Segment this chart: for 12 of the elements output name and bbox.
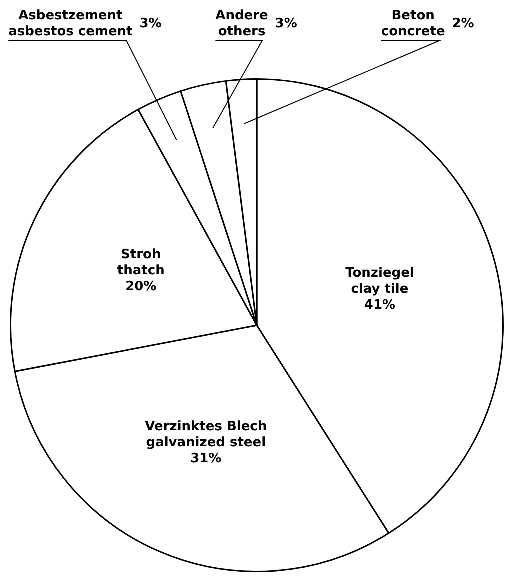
slice-label: Stroh thatch: [117, 247, 165, 278]
slice-label: Andere others: [216, 8, 269, 40]
data-label: 31%: [190, 451, 222, 466]
data-label: 20%: [126, 279, 157, 294]
slice-label: Beton concrete: [381, 8, 446, 40]
slice-label: Asbestzement asbestos cement: [8, 8, 133, 40]
data-label: 2%: [452, 16, 474, 32]
data-label: 41%: [364, 298, 396, 314]
slice-label: Tonziegel clay tile: [346, 266, 414, 298]
data-label: 3%: [275, 16, 298, 32]
data-label: 3%: [140, 16, 162, 32]
slice-label: Verzinktes Blech galvanized steel: [145, 419, 268, 450]
